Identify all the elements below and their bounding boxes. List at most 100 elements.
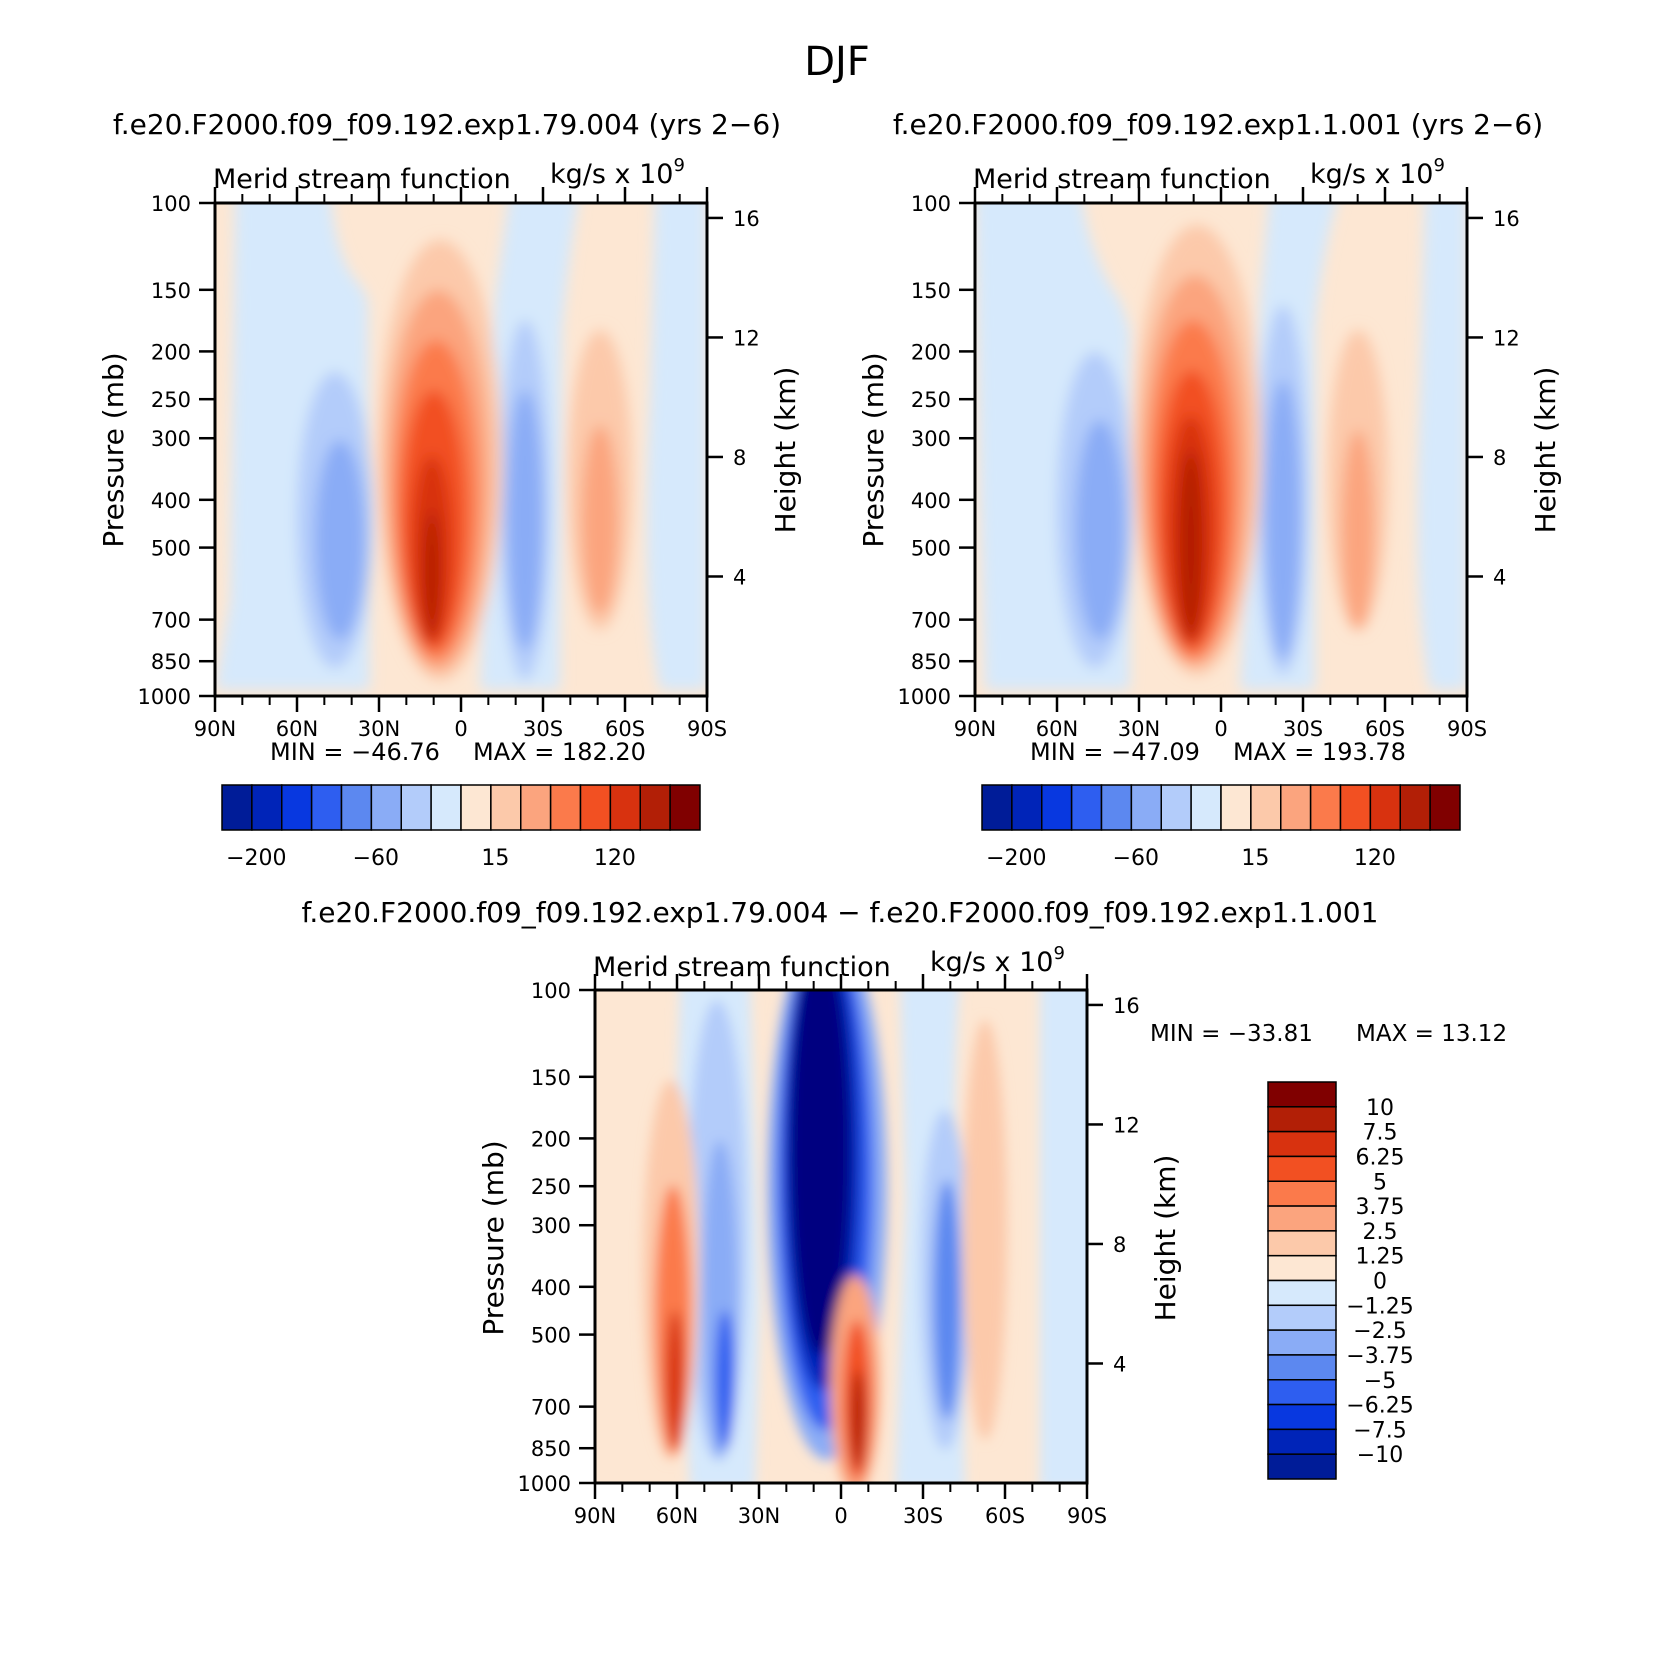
- diff-max-label: MAX = 13.12: [1356, 1021, 1507, 1047]
- colorbar-box: [281, 784, 313, 831]
- colorbar-box: [669, 784, 701, 831]
- x-tick-label: 30N: [358, 717, 400, 741]
- right-colorbar: −200 −60 15 120: [981, 784, 1461, 871]
- colorbar-level-label: 6.25: [1356, 1145, 1405, 1170]
- y-tick-label: 250: [531, 1175, 571, 1199]
- colorbar-box: [579, 784, 612, 831]
- figure-title: DJF: [804, 39, 870, 85]
- y-right-tick-label: 12: [1493, 326, 1520, 350]
- colorbar-box: [1220, 784, 1252, 831]
- colorbar-box: [1160, 784, 1192, 831]
- colorbar-box: [1309, 784, 1342, 831]
- y-right-tick-label: 4: [1113, 1352, 1126, 1376]
- colorbar-box: [1267, 1304, 1337, 1331]
- colorbar-box: [1280, 784, 1312, 831]
- left-blob-neg-d: [507, 390, 543, 650]
- y-tick-label: 500: [531, 1324, 571, 1348]
- diff-units: kg/s x 109: [930, 943, 1065, 978]
- y-right-tick-label: 16: [733, 207, 760, 231]
- y-right-tick-label: 16: [1493, 207, 1520, 231]
- y-tick-label: 250: [911, 388, 951, 412]
- y-tick-label: 400: [531, 1276, 571, 1300]
- y-right-tick-label: 4: [733, 565, 746, 589]
- y-tick-label: 100: [911, 192, 951, 216]
- colorbar-level-label: −5: [1364, 1369, 1396, 1394]
- colorbar-level-label: −7.5: [1353, 1418, 1406, 1443]
- y-tick-label: 100: [151, 192, 191, 216]
- left-axis-ticks: 100 150 200 250 300 400 500 700 850 1000 16 12 8 4 90N…: [138, 187, 760, 741]
- colorbar-box: [221, 784, 253, 831]
- diff-ylabel: Pressure (mb): [477, 1140, 510, 1335]
- colorbar-level-label: −1.25: [1346, 1294, 1413, 1319]
- colorbar-level-label: 7.5: [1363, 1121, 1398, 1146]
- right-band-neg-3: [1417, 203, 1467, 690]
- colorbar-box: [1267, 1403, 1337, 1431]
- colorbar-tick-label: −60: [1113, 846, 1159, 871]
- x-tick-label: 90S: [1067, 1504, 1107, 1528]
- y-tick-label: 300: [151, 427, 191, 451]
- y-tick-label: 300: [911, 427, 951, 451]
- left-ylabel: Pressure (mb): [97, 352, 130, 547]
- y-tick-label: 500: [151, 537, 191, 561]
- diff-blob-pos-c: [666, 1310, 684, 1450]
- x-tick-label: 90N: [574, 1504, 616, 1528]
- diff-run-title: f.e20.F2000.f09_f09.192.exp1.79.004 − f.…: [302, 896, 1379, 929]
- y-tick-label: 150: [151, 279, 191, 303]
- colorbar-box: [981, 784, 1013, 831]
- x-tick-label: 60N: [276, 717, 318, 741]
- colorbar-box: [639, 784, 671, 831]
- colorbar-box: [1267, 1081, 1337, 1108]
- colorbar-box: [430, 784, 462, 831]
- diff-blob-neg-core: [790, 990, 850, 1355]
- right-max-label: MAX = 193.78: [1233, 738, 1406, 766]
- y-tick-label: 700: [151, 609, 191, 633]
- diff-blob-pos-f: [963, 1020, 1007, 1440]
- colorbar-level-label: 1.25: [1356, 1245, 1405, 1270]
- left-colorbar: −200 −60 15 120: [221, 784, 701, 871]
- colorbar-box: [310, 784, 343, 831]
- y-tick-label: 1000: [138, 685, 191, 709]
- y-tick-label: 850: [531, 1437, 571, 1461]
- colorbar-box: [1267, 1106, 1337, 1133]
- y-tick-label: 300: [531, 1214, 571, 1238]
- colorbar-box: [1190, 784, 1222, 831]
- right-ylabel-right: Height (km): [1529, 367, 1562, 534]
- colorbar-box: [1267, 1453, 1337, 1480]
- colorbar-tick-label: −200: [226, 846, 286, 871]
- colorbar-box: [1267, 1279, 1337, 1307]
- x-tick-label: 30S: [1283, 717, 1323, 741]
- x-tick-label: 30N: [1118, 717, 1160, 741]
- right-blob-neg-d: [1265, 380, 1301, 660]
- panel-left: f.e20.F2000.f09_f09.192.exp1.79.004 (yrs…: [97, 108, 802, 871]
- y-right-tick-label: 8: [1113, 1233, 1126, 1257]
- y-tick-label: 700: [531, 1396, 571, 1420]
- right-ylabel: Pressure (mb): [857, 352, 890, 547]
- colorbar-level-label: 0: [1373, 1270, 1387, 1295]
- x-tick-label: 60N: [656, 1504, 698, 1528]
- y-tick-label: 200: [911, 340, 951, 364]
- colorbar-level-label: 5: [1373, 1170, 1387, 1195]
- diff-band-neg-east: [1040, 990, 1087, 1483]
- colorbar-level-label: −2.5: [1353, 1319, 1406, 1344]
- x-tick-label: 30S: [523, 717, 563, 741]
- right-subtitle: Merid stream function: [973, 164, 1271, 195]
- colorbar-box: [1267, 1379, 1337, 1406]
- colorbar-box: [1250, 784, 1282, 831]
- colorbar-box: [1100, 784, 1133, 831]
- x-tick-label: 90S: [1447, 717, 1487, 741]
- colorbar-box: [490, 784, 522, 831]
- colorbar-box: [1267, 1180, 1337, 1207]
- colorbar-box: [1267, 1230, 1337, 1257]
- y-tick-label: 400: [151, 489, 191, 513]
- colorbar-box: [1267, 1155, 1337, 1182]
- diff-colorbar: 107.56.2553.752.51.250−1.25−2.5−3.75−5−6…: [1267, 1081, 1414, 1480]
- colorbar-box: [1339, 784, 1372, 831]
- colorbar-box: [370, 784, 402, 831]
- left-units: kg/s x 109: [550, 155, 685, 190]
- colorbar-box: [340, 784, 373, 831]
- left-blob-pos-h: [582, 425, 618, 615]
- colorbar-tick-label: −200: [986, 846, 1046, 871]
- x-tick-label: 30N: [738, 1504, 780, 1528]
- colorbar-level-label: −10: [1357, 1443, 1403, 1468]
